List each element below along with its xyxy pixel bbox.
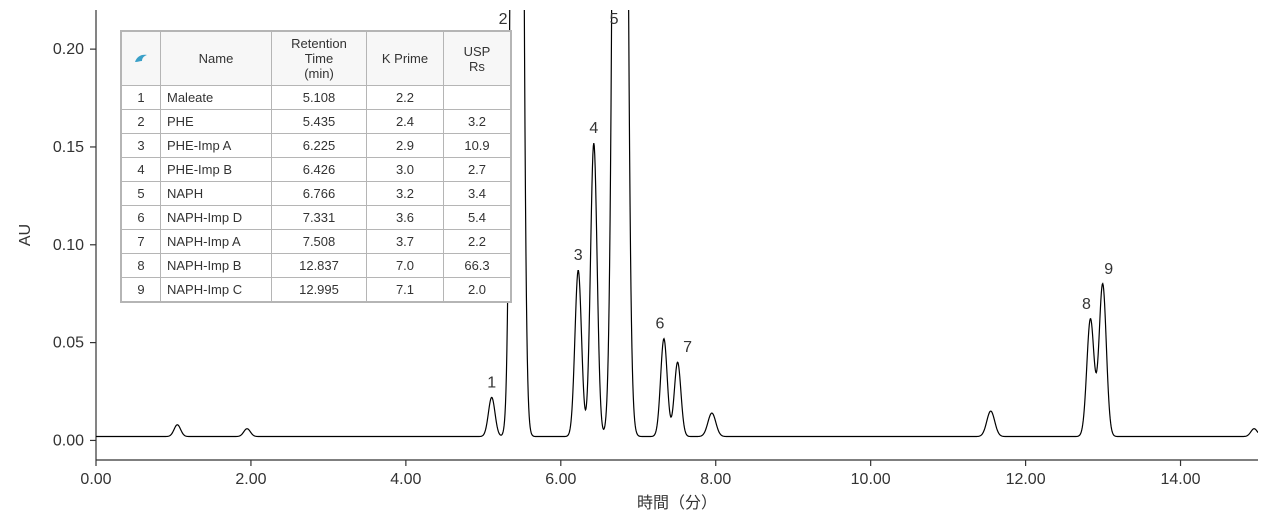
cell-name: PHE — [161, 110, 272, 134]
svg-text:0.10: 0.10 — [53, 237, 84, 254]
cell-rs: 2.7 — [444, 158, 511, 182]
table-row: 4PHE-Imp B6.4263.02.7 — [122, 158, 511, 182]
cell-idx: 2 — [122, 110, 161, 134]
cell-rt: 6.766 — [272, 182, 367, 206]
peak-label-3: 3 — [574, 247, 583, 264]
cell-rs: 3.2 — [444, 110, 511, 134]
table-row: 2PHE5.4352.43.2 — [122, 110, 511, 134]
cell-rt: 7.331 — [272, 206, 367, 230]
svg-text:時間（分）: 時間（分） — [637, 494, 717, 512]
cell-idx: 9 — [122, 278, 161, 302]
col-header-kp: K Prime — [367, 32, 444, 86]
cell-rt: 6.426 — [272, 158, 367, 182]
figure-root: 0.00 0.05 0.10 0.15 0.20 0.00 2.00 4.00 6.00 8.00… — [0, 0, 1280, 531]
cell-idx: 7 — [122, 230, 161, 254]
cell-kp: 3.2 — [367, 182, 444, 206]
svg-text:0.20: 0.20 — [53, 41, 84, 58]
svg-text:0.00: 0.00 — [53, 432, 84, 449]
col-header-rt: RetentionTime(min) — [272, 32, 367, 86]
cell-name: NAPH-Imp D — [161, 206, 272, 230]
peak-label-4: 4 — [589, 120, 598, 137]
cell-name: NAPH — [161, 182, 272, 206]
cell-idx: 1 — [122, 86, 161, 110]
peak-label-7: 7 — [683, 339, 692, 356]
table-row: 6NAPH-Imp D7.3313.65.4 — [122, 206, 511, 230]
table-row: 5NAPH6.7663.23.4 — [122, 182, 511, 206]
cell-rs — [444, 86, 511, 110]
peak-label-2: 2 — [499, 11, 508, 28]
table-row: 9NAPH-Imp C12.9957.12.0 — [122, 278, 511, 302]
cell-idx: 5 — [122, 182, 161, 206]
svg-text:8.00: 8.00 — [700, 471, 731, 488]
cell-idx: 8 — [122, 254, 161, 278]
svg-text:6.00: 6.00 — [545, 471, 576, 488]
cell-rs: 66.3 — [444, 254, 511, 278]
cell-rs: 2.0 — [444, 278, 511, 302]
cell-rt: 12.995 — [272, 278, 367, 302]
svg-text:0.00: 0.00 — [80, 471, 111, 488]
table-row: 7NAPH-Imp A7.5083.72.2 — [122, 230, 511, 254]
cell-rt: 6.225 — [272, 134, 367, 158]
cell-idx: 3 — [122, 134, 161, 158]
cell-rs: 2.2 — [444, 230, 511, 254]
cell-rt: 5.108 — [272, 86, 367, 110]
peak-label-5: 5 — [610, 11, 619, 28]
cell-idx: 4 — [122, 158, 161, 182]
cell-rs: 3.4 — [444, 182, 511, 206]
cell-kp: 3.0 — [367, 158, 444, 182]
col-header-name: Name — [161, 32, 272, 86]
cell-kp: 2.9 — [367, 134, 444, 158]
cell-rs: 5.4 — [444, 206, 511, 230]
peak-label-8: 8 — [1082, 296, 1091, 313]
col-header-rs: USPRs — [444, 32, 511, 86]
svg-text:14.00: 14.00 — [1161, 471, 1201, 488]
cell-kp: 2.2 — [367, 86, 444, 110]
cell-name: Maleate — [161, 86, 272, 110]
svg-text:AU: AU — [17, 224, 34, 246]
svg-text:0.05: 0.05 — [53, 335, 84, 352]
cell-kp: 7.1 — [367, 278, 444, 302]
cell-kp: 3.7 — [367, 230, 444, 254]
cell-name: PHE-Imp A — [161, 134, 272, 158]
svg-text:4.00: 4.00 — [390, 471, 421, 488]
peak-table: NameRetentionTime(min)K PrimeUSPRs1Malea… — [121, 31, 511, 302]
svg-text:2.00: 2.00 — [235, 471, 266, 488]
table-row: 8NAPH-Imp B12.8377.066.3 — [122, 254, 511, 278]
peak-label-1: 1 — [487, 374, 496, 391]
cell-name: NAPH-Imp B — [161, 254, 272, 278]
cell-name: PHE-Imp B — [161, 158, 272, 182]
cell-kp: 2.4 — [367, 110, 444, 134]
table-row: 3PHE-Imp A6.2252.910.9 — [122, 134, 511, 158]
svg-text:12.00: 12.00 — [1006, 471, 1046, 488]
cell-idx: 6 — [122, 206, 161, 230]
table-row: 1Maleate5.1082.2 — [122, 86, 511, 110]
peak-table-panel: NameRetentionTime(min)K PrimeUSPRs1Malea… — [120, 30, 512, 303]
cell-kp: 3.6 — [367, 206, 444, 230]
cell-rt: 5.435 — [272, 110, 367, 134]
cell-kp: 7.0 — [367, 254, 444, 278]
cell-rt: 7.508 — [272, 230, 367, 254]
cell-rs: 10.9 — [444, 134, 511, 158]
cell-name: NAPH-Imp C — [161, 278, 272, 302]
svg-text:10.00: 10.00 — [851, 471, 891, 488]
col-header-idx — [122, 32, 161, 86]
peak-label-9: 9 — [1104, 261, 1113, 278]
cell-name: NAPH-Imp A — [161, 230, 272, 254]
svg-text:0.15: 0.15 — [53, 139, 84, 156]
cell-rt: 12.837 — [272, 254, 367, 278]
peak-label-6: 6 — [655, 316, 664, 333]
app-logo-icon — [133, 51, 149, 67]
